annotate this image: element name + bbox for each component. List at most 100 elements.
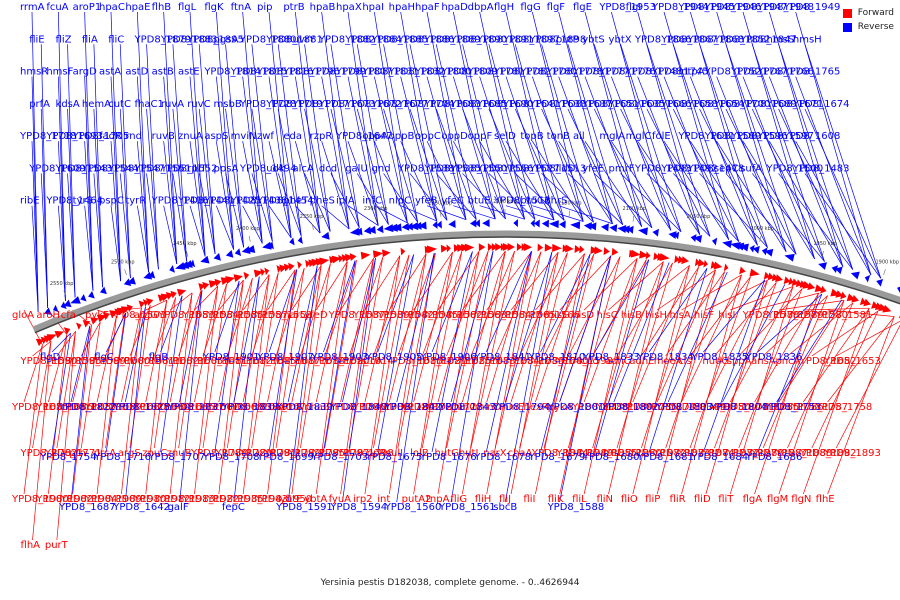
reverse-gene-label: YPD8_1885: [371, 34, 429, 45]
reverse-gene-label: YPD8_1707: [148, 452, 206, 463]
forward-gene-label: YPD8_1542: [376, 310, 434, 321]
reverse-gene-label: YPD8_1754: [39, 452, 97, 463]
reverse-gene-label: fliZ: [56, 34, 72, 45]
tick-label: 2000 kbp: [750, 226, 774, 232]
reverse-feature: [241, 246, 251, 254]
forward-gene-label: YPD8_1900: [11, 494, 69, 505]
forward-gene-label: YPD8_1771: [44, 448, 102, 459]
leader-line: [194, 285, 218, 311]
leader-line: [714, 282, 777, 357]
leader-line: [532, 140, 584, 222]
leader-line: [31, 205, 39, 312]
forward-feature: [349, 253, 357, 262]
forward-gene-label: YPD8_1616: [385, 356, 443, 367]
leader-line: [754, 292, 819, 403]
reverse-feature: [363, 226, 372, 235]
leader-line: [435, 173, 477, 220]
reverse-gene-label: YPD8_1945: [677, 2, 735, 13]
reverse-gene-label: prfA: [29, 99, 50, 110]
tick-label: 2400 kbp: [236, 226, 260, 232]
forward-gene-label: pth: [69, 448, 86, 459]
leader-line: [641, 266, 700, 449]
backbone-ring: [32, 230, 900, 334]
leader-line: [803, 307, 870, 403]
leader-line: [67, 173, 76, 298]
leader-line: [216, 205, 234, 250]
leader-line: [620, 108, 682, 232]
leader-line: [189, 205, 206, 257]
forward-gene-label: putA2: [402, 494, 432, 505]
reverse-gene-label: YPD8_1678: [473, 452, 531, 463]
leader-line: [531, 11, 584, 222]
leader-line: [613, 262, 670, 403]
leader-line: [267, 269, 296, 495]
leader-line: [778, 173, 854, 270]
leader-line: [567, 256, 621, 357]
forward-gene-label: YPD8_1579: [766, 310, 824, 321]
forward-gene-label: YPD8_1595: [44, 356, 102, 367]
forward-feature: [653, 252, 660, 261]
leader-line: [689, 276, 751, 449]
reverse-feature: [448, 220, 456, 228]
leader-line: [558, 76, 613, 224]
leader-line: [738, 288, 803, 449]
reverse-gene-label: pspC: [99, 196, 124, 207]
tick-label: 2200 kbp: [493, 199, 517, 205]
forward-feature: [426, 245, 438, 254]
leader-line: [453, 205, 496, 220]
forward-gene-label: YPD8_1605: [166, 356, 224, 367]
leader-line: [178, 290, 202, 357]
reverse-gene-label: YPD8_1544: [81, 163, 139, 174]
forward-gene-label: hisF: [694, 310, 714, 321]
forward-gene-label: aroH: [36, 310, 60, 321]
leader-line: [377, 254, 414, 353]
leader-line: [787, 302, 854, 449]
reverse-gene-label: YPD8_1513: [529, 163, 587, 174]
reverse-gene-label: intpA: [678, 67, 704, 78]
forward-swatch: [842, 8, 852, 18]
leader-line: [383, 44, 419, 223]
reverse-feature: [752, 245, 760, 254]
leader-line: [505, 140, 555, 221]
forward-gene-label: YPD8_1738: [571, 402, 629, 413]
forward-gene-label: YPD8_1553: [157, 310, 215, 321]
reverse-gene-label: tyrR: [125, 196, 146, 207]
leader-line: [494, 251, 542, 449]
reverse-gene-label: YPD8_1516: [493, 196, 551, 207]
forward-gene-label: YPD8_1909: [84, 494, 142, 505]
leader-line: [804, 108, 882, 279]
leader-line: [558, 140, 613, 224]
forward-gene-label: pncA: [775, 356, 800, 367]
reverse-feature: [143, 271, 153, 280]
leader-line: [426, 205, 467, 220]
forward-gene-label: YPD8_1878: [726, 448, 784, 459]
reverse-leader-lines: [31, 11, 882, 503]
tick-mark: [821, 250, 824, 257]
legend-forward: Forward: [842, 6, 894, 20]
forward-gene-label: copR: [361, 448, 386, 459]
forward-feature: [507, 242, 515, 251]
forward-gene-label: fliP: [645, 494, 660, 505]
reverse-feature: [541, 219, 549, 228]
leader-line: [56, 331, 76, 357]
leader-line: [251, 272, 279, 357]
reverse-gene-label: flgF: [547, 2, 566, 13]
leader-line: [738, 288, 803, 357]
forward-gene-label: hisI: [718, 310, 735, 321]
forward-feature: [341, 254, 349, 263]
reverse-gene-label: astA: [99, 67, 121, 78]
legend-reverse: Reverse: [842, 20, 894, 34]
leader-line: [450, 251, 494, 503]
reverse-gene-label: YPD8_1597: [756, 131, 814, 142]
leader-line: [163, 76, 178, 264]
forward-feature: [763, 271, 770, 280]
leader-line: [514, 44, 565, 221]
forward-gene-label: flhA: [21, 540, 41, 551]
leader-line: [754, 293, 819, 495]
leader-line: [275, 268, 305, 449]
leader-line: [300, 263, 331, 449]
reverse-gene-label: YPD8_1654: [687, 99, 745, 110]
forward-gene-label: YPD8_1652: [799, 356, 857, 367]
tick-label: 2050 kbp: [687, 214, 711, 220]
leader-line: [681, 274, 742, 311]
